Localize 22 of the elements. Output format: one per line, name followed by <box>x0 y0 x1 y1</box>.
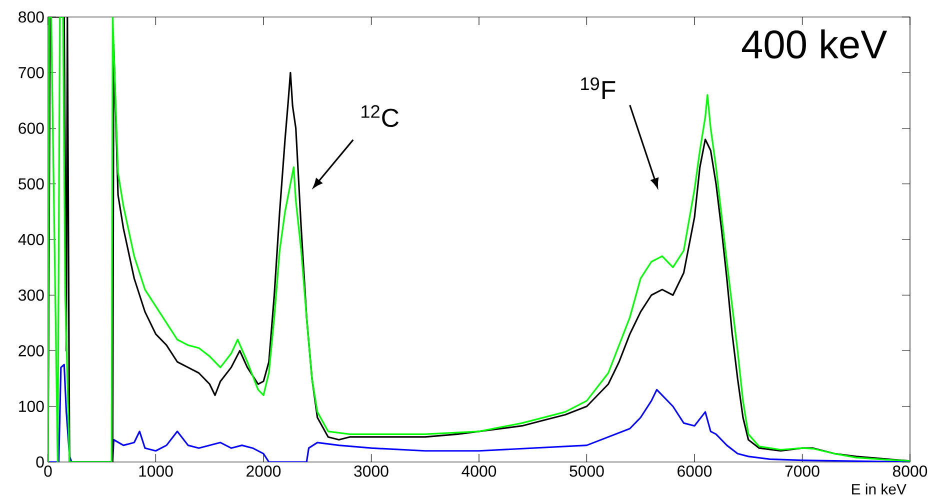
x-tick-label: 8000 <box>892 466 928 477</box>
x-tick-label: 7000 <box>785 466 820 477</box>
y-tick-label: 600 <box>18 122 44 134</box>
annotation: 400 keV <box>742 29 888 59</box>
y-tick-label: 100 <box>19 400 44 412</box>
y-tick-label: 200 <box>18 345 44 356</box>
annotation: $^{12}$C <box>362 105 399 128</box>
y-tick-label: 300 <box>18 289 44 301</box>
x-tick-label: 5000 <box>570 466 604 477</box>
y-tick-label: 0 <box>36 456 44 468</box>
y-tick-label: 500 <box>18 178 44 190</box>
y-tick-label: 400 <box>18 234 44 246</box>
annotation: $^{19}$F <box>581 77 616 100</box>
x-tick-label: 4000 <box>462 466 496 477</box>
x-tick-label: 3000 <box>354 466 388 477</box>
x-tick-label: 0 <box>44 466 52 477</box>
y-tick-label: 700 <box>18 66 44 78</box>
x-tick-label: 1000 <box>139 466 173 477</box>
y-tick-label: 800 <box>18 11 44 23</box>
x-tick-label: 6000 <box>678 466 712 477</box>
x-axis-title: E in keV <box>852 484 906 494</box>
x-tick-label: 2000 <box>246 466 281 477</box>
